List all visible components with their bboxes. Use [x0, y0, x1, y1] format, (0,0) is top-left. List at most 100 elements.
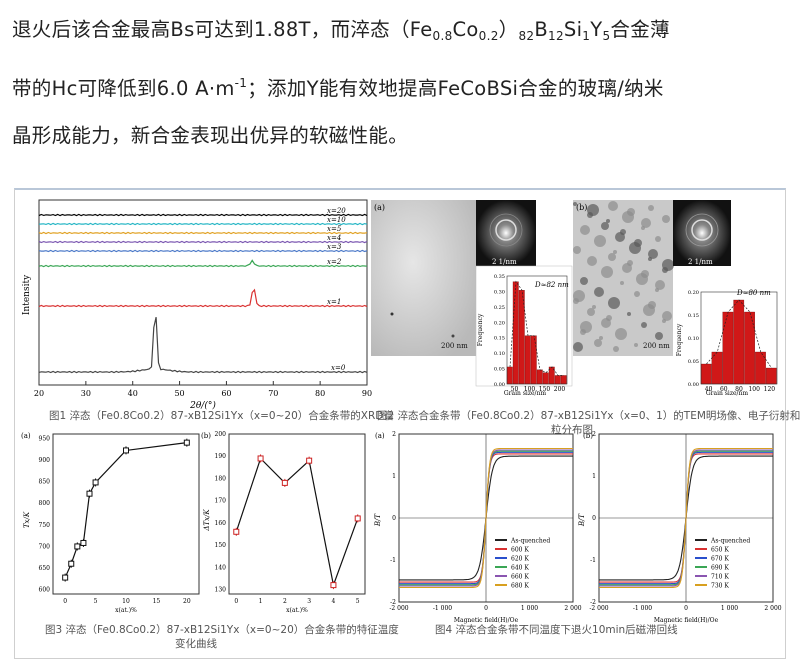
body-paragraph: 退火后该合金最高Bs可达到1.88T，而淬态（Fe0.8Co0.2）82B12S…	[12, 6, 792, 159]
data-point	[281, 479, 288, 486]
histogram-ytick-label: 0.20	[494, 320, 505, 326]
legend-label: As-quenched	[510, 538, 550, 545]
xrd-xtick-label: 40	[128, 389, 138, 398]
xrd-trace	[38, 240, 368, 244]
tem-grain	[608, 201, 618, 211]
data-point	[257, 455, 264, 462]
ytick-label: 600	[39, 587, 51, 594]
xrd-trace	[38, 316, 368, 374]
histogram-xtick-label: 40	[705, 386, 713, 393]
ytick-label: 2	[592, 431, 596, 438]
histogram-xtick-label: 50	[511, 386, 519, 393]
xtick-label: 0	[684, 605, 688, 612]
fig4a-tag: (a)	[375, 432, 385, 440]
xrd-series-label: x=10	[327, 216, 346, 224]
tem-grain	[573, 246, 581, 254]
fig2-panel-b: (b) 2 1/nm 200 nm 40 60 80 100 120 0.00 0.05 0.…	[573, 200, 782, 397]
legend-label: 620 K	[511, 556, 529, 563]
data-point	[62, 574, 69, 581]
fig2b-tag: (b)	[576, 203, 587, 212]
xtick-label: 0	[234, 598, 238, 605]
histogram-fit	[706, 299, 772, 369]
histogram-ytick-label: 0.05	[688, 359, 699, 365]
xtick-label: -1 000	[433, 605, 452, 612]
legend-label: 730 K	[711, 583, 729, 590]
tem-grain	[634, 291, 640, 297]
histogram-ytick-label: 0.10	[688, 336, 699, 342]
histogram-bar	[524, 335, 531, 385]
xrd-series-label: x=1	[327, 298, 341, 306]
tem-grain	[641, 322, 647, 328]
hist-b-ylabel: Frequency	[676, 323, 683, 356]
tem-grain	[594, 339, 602, 347]
histogram-bar	[765, 367, 777, 385]
histogram-bar	[722, 311, 734, 385]
figure-composite: x=20 x=10 x=5 x=4 x=3 x=2 x=1 x=0 20 30 40 50 60 70 8…	[14, 188, 800, 659]
data-point	[306, 457, 313, 464]
histogram-xtick-label: 200	[554, 386, 566, 393]
tem-grain	[601, 222, 609, 230]
tem-grain	[613, 346, 619, 352]
fig2-panel-a: (a) 2 1/nm 200 nm 50 100 150 200 0.00 0.05 0.1…	[371, 200, 573, 397]
xtick-label: 5	[356, 598, 360, 605]
fig3a-tag: (a)	[21, 432, 31, 440]
tem-scale-a: 200 nm	[441, 342, 468, 350]
xtick-label: -1 000	[633, 605, 652, 612]
xtick-label: 2 000	[764, 605, 781, 612]
ytick-label: 0	[392, 515, 396, 522]
data-point	[183, 439, 190, 446]
tem-grain	[594, 287, 604, 297]
ytick-label: 130	[215, 587, 227, 594]
histogram-fit	[509, 280, 564, 376]
fig3b-ylabel: ΔTx/K	[203, 509, 211, 532]
xrd-series-label: x=4	[327, 234, 341, 242]
histogram-frame	[506, 275, 568, 385]
tem-scale-b: 200 nm	[643, 342, 670, 350]
ytick-label: 140	[215, 564, 227, 571]
tem-grain	[655, 280, 665, 290]
hist-a-ylabel: Frequency	[477, 313, 484, 346]
histogram-ytick-label: 0.15	[688, 313, 699, 319]
xrd-xtick-label: 30	[81, 389, 91, 398]
xrd-trace	[38, 213, 368, 217]
xrd-xtick-label: 70	[268, 389, 278, 398]
fig4b-xlabel: Magnetic field(H)/Oe	[654, 617, 719, 624]
fig3a-ylabel: Tx/K	[23, 511, 31, 528]
fig3b-tag: (b)	[201, 432, 211, 440]
xrd-xtick-label: 60	[221, 389, 231, 398]
histogram-bar	[542, 372, 549, 385]
legend-label: 670 K	[711, 556, 729, 563]
fig3b-xlabel: x(at.)%	[286, 607, 308, 614]
xtick-label: 3	[307, 598, 311, 605]
ytick-label: 2	[392, 431, 396, 438]
fig3a-xlabel: x(at.)%	[115, 607, 137, 614]
xtick-label: -2 000	[589, 605, 608, 612]
legend-label: 680 K	[511, 583, 529, 590]
tem-grain	[662, 215, 670, 223]
ytick-label: 700	[39, 543, 51, 550]
histogram-xtick-label: 100	[524, 386, 536, 393]
histogram-xtick-label: 60	[720, 386, 728, 393]
ytick-label: -1	[590, 557, 596, 564]
legend-label: As-quenched	[710, 538, 750, 545]
histogram-xtick-label: 150	[539, 386, 551, 393]
fig4b-tag: (b)	[583, 432, 593, 440]
legend-label: 640 K	[511, 565, 529, 572]
fig1-xlabel: 2θ/(°)	[189, 400, 216, 411]
ytick-label: 170	[215, 498, 227, 505]
xrd-xtick-label: 20	[34, 389, 44, 398]
histogram-frame	[700, 291, 778, 385]
histogram-bar	[512, 281, 519, 385]
hist-a-dlabel: D≈82 nm	[534, 281, 569, 289]
tem-grain	[573, 342, 583, 352]
xrd-series-label: x=2	[327, 258, 342, 266]
tem-grain	[641, 270, 649, 278]
ytick-label: 160	[215, 520, 227, 527]
xrd-series-label: x=5	[327, 225, 342, 233]
fig1-xrd-plot: x=20x=10x=5x=4x=3 x=2 x=1 x=0 20 30 40 50 60 70 8…	[22, 199, 372, 411]
tem-grain	[580, 321, 592, 333]
histogram-ytick-label: 0.05	[494, 367, 505, 373]
xrd-trace	[38, 288, 368, 308]
histogram-bar	[733, 299, 745, 385]
tem-grain	[648, 205, 654, 211]
